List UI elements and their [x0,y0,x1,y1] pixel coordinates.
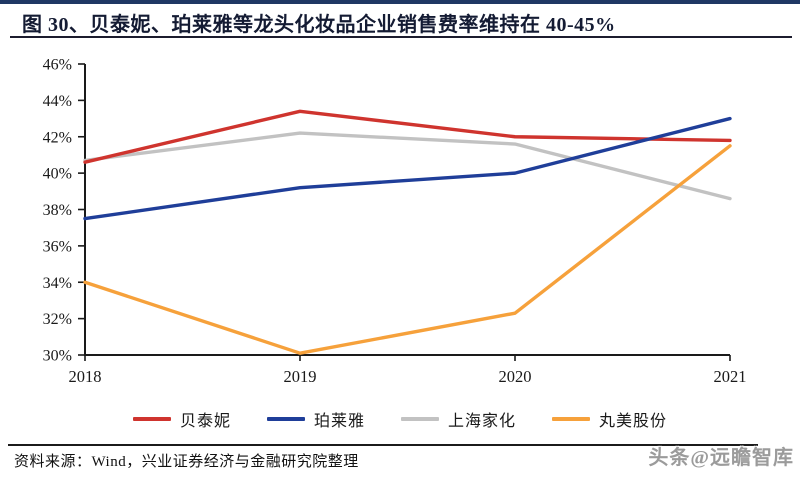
y-axis-label: 46% [43,57,72,74]
legend-item-3: 上海家化 [401,407,516,431]
legend-line-marker [552,417,591,421]
footer-divider [8,444,758,446]
y-axis-label: 32% [43,311,72,328]
y-axis-label: 34% [43,275,72,292]
watermark-text: 头条@远瞻智库 [648,447,794,469]
source-text: 资料来源：Wind，兴业证券经济与金融研究院整理 [14,454,359,470]
series-line-贝泰妮 [83,109,732,164]
title-divider [10,36,792,38]
legend-line-marker [266,417,305,421]
line-chart-area: 30% 32% 34% 36% 38% 40% 42% 44% 46% 2018 2019 2020 2… [0,42,800,405]
legend-line-marker [132,417,171,421]
series-line-丸美股份 [83,144,732,355]
legend-label: 珀莱雅 [313,413,365,430]
y-axis-label: 36% [43,238,72,255]
x-axis-label: 2018 [69,367,102,386]
y-axis-label: 44% [43,93,72,110]
y-axis-label: 30% [43,348,72,365]
legend-label: 丸美股份 [599,413,668,430]
legend-line-marker [401,417,439,421]
y-axis-label: 40% [43,166,72,183]
series-line-上海家化 [83,131,732,201]
legend-label: 贝泰妮 [179,413,231,430]
sales-expense-ratio-chart: 30% 32% 34% 36% 38% 40% 42% 44% 46% 2018 2019 2020 2… [43,57,747,387]
x-axis-label: 2020 [499,367,532,386]
figure-title: 图 30、贝泰妮、珀莱雅等龙头化妆品企业销售费率维持在 40-45% [22,14,616,36]
legend-item-1: 贝泰妮 [132,407,231,431]
y-axis-label: 42% [43,129,72,146]
series-line-珀莱雅 [83,116,732,221]
legend-item-4: 丸美股份 [552,407,667,431]
y-axis-label: 38% [43,202,72,219]
chart-legend: 贝泰妮 珀莱雅 上海家化 丸美股份 [0,406,800,432]
legend-label: 上海家化 [448,413,517,430]
x-axis-label: 2019 [284,367,317,386]
legend-item-2: 珀莱雅 [266,407,365,431]
x-axis-label: 2021 [714,367,747,386]
top-accent-bar [0,0,800,4]
axis-frame [84,64,730,356]
